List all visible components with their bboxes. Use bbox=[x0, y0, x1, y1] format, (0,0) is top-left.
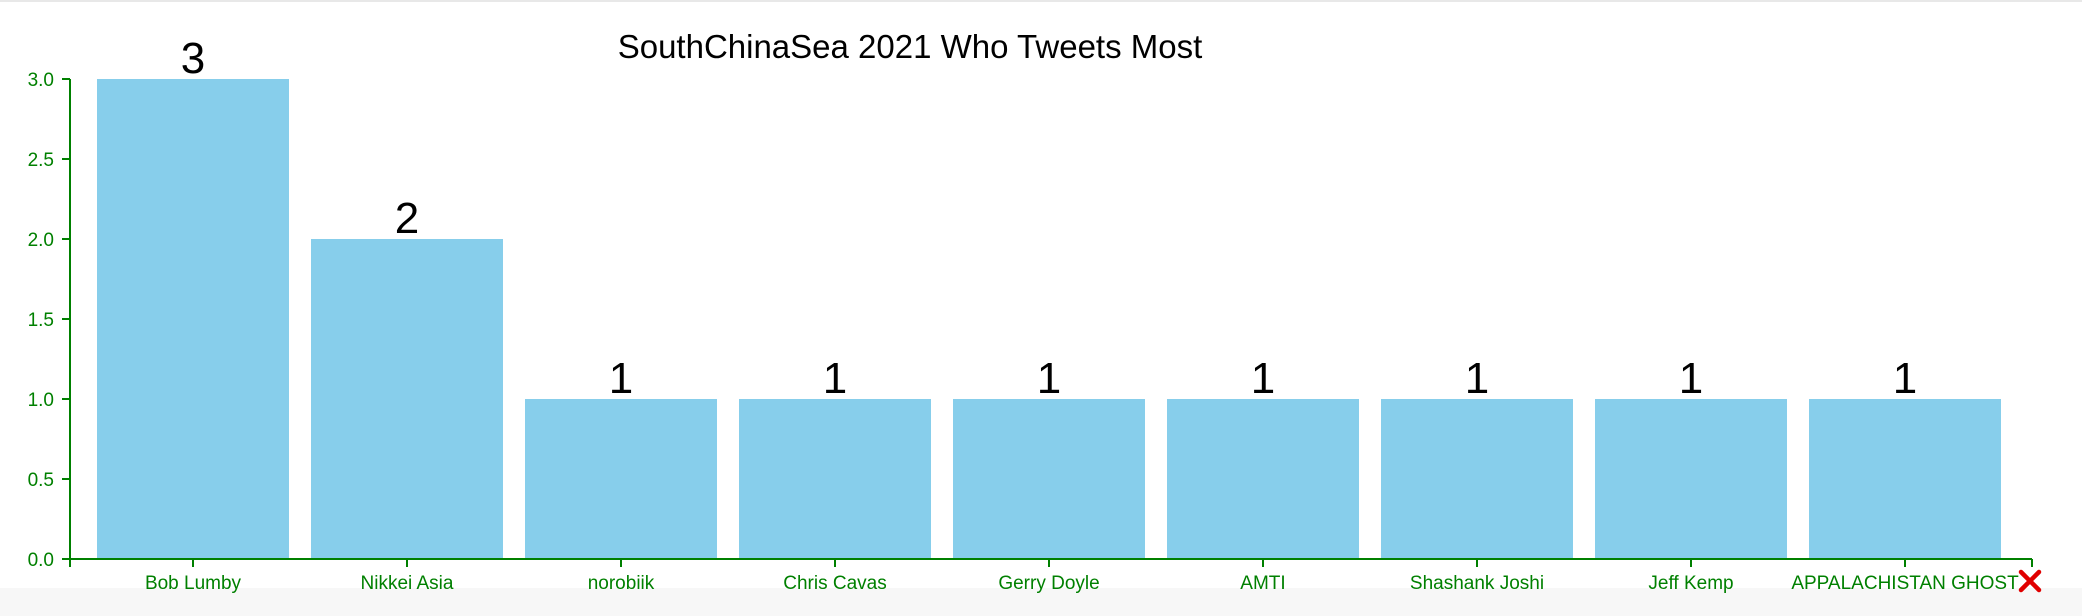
bar-value-label: 1 bbox=[1679, 354, 1703, 403]
y-tick-label: 2.5 bbox=[28, 150, 54, 171]
bar bbox=[1595, 399, 1787, 559]
x-tick-label: Jeff Kemp bbox=[1648, 573, 1733, 594]
x-tick-label: Bob Lumby bbox=[145, 573, 242, 594]
y-tick-label: 0.0 bbox=[28, 550, 54, 571]
bar-value-label: 1 bbox=[1251, 354, 1275, 403]
y-tick-label: 1.5 bbox=[28, 310, 54, 331]
x-tick-label: norobiik bbox=[588, 573, 655, 594]
y-tick-label: 1.0 bbox=[28, 390, 54, 411]
bar-value-label: 1 bbox=[1037, 354, 1061, 403]
bar-value-label: 1 bbox=[1465, 354, 1489, 403]
bar bbox=[311, 239, 503, 559]
x-tick-label: Nikkei Asia bbox=[361, 573, 454, 594]
x-tick-label: APPALACHISTAN GHOST bbox=[1791, 573, 2019, 594]
bar bbox=[953, 399, 1145, 559]
bar-value-label: 2 bbox=[395, 194, 419, 243]
y-tick-label: 0.5 bbox=[28, 470, 54, 491]
bar bbox=[1809, 399, 2001, 559]
y-tick-label: 2.0 bbox=[28, 230, 54, 251]
y-axis: 0.0 0.5 1.0 1.5 2.0 2.5 3.0 bbox=[28, 70, 71, 571]
y-tick-label: 3.0 bbox=[28, 70, 54, 91]
bars-group: 3 2 1 1 1 1 1 1 1 bbox=[97, 34, 2001, 559]
chart-title: SouthChinaSea 2021 Who Tweets Most bbox=[618, 28, 1203, 65]
close-icon[interactable] bbox=[2017, 568, 2043, 594]
bottom-band bbox=[0, 588, 2082, 616]
bar bbox=[525, 399, 717, 559]
bar bbox=[1167, 399, 1359, 559]
bar-value-label: 1 bbox=[823, 354, 847, 403]
x-tick-label: AMTI bbox=[1240, 573, 1285, 594]
x-tick-label: Shashank Joshi bbox=[1410, 573, 1544, 594]
x-tick-label: Gerry Doyle bbox=[998, 573, 1099, 594]
bar bbox=[739, 399, 931, 559]
x-axis: Bob Lumby Nikkei Asia norobiik Chris Cavas G… bbox=[69, 558, 2033, 594]
x-tick-label: Chris Cavas bbox=[783, 573, 886, 594]
bar bbox=[97, 79, 289, 559]
bar-value-label: 3 bbox=[181, 34, 205, 83]
bar-value-label: 1 bbox=[609, 354, 633, 403]
bar bbox=[1381, 399, 1573, 559]
bar-value-label: 1 bbox=[1893, 354, 1917, 403]
top-divider bbox=[0, 0, 2082, 2]
